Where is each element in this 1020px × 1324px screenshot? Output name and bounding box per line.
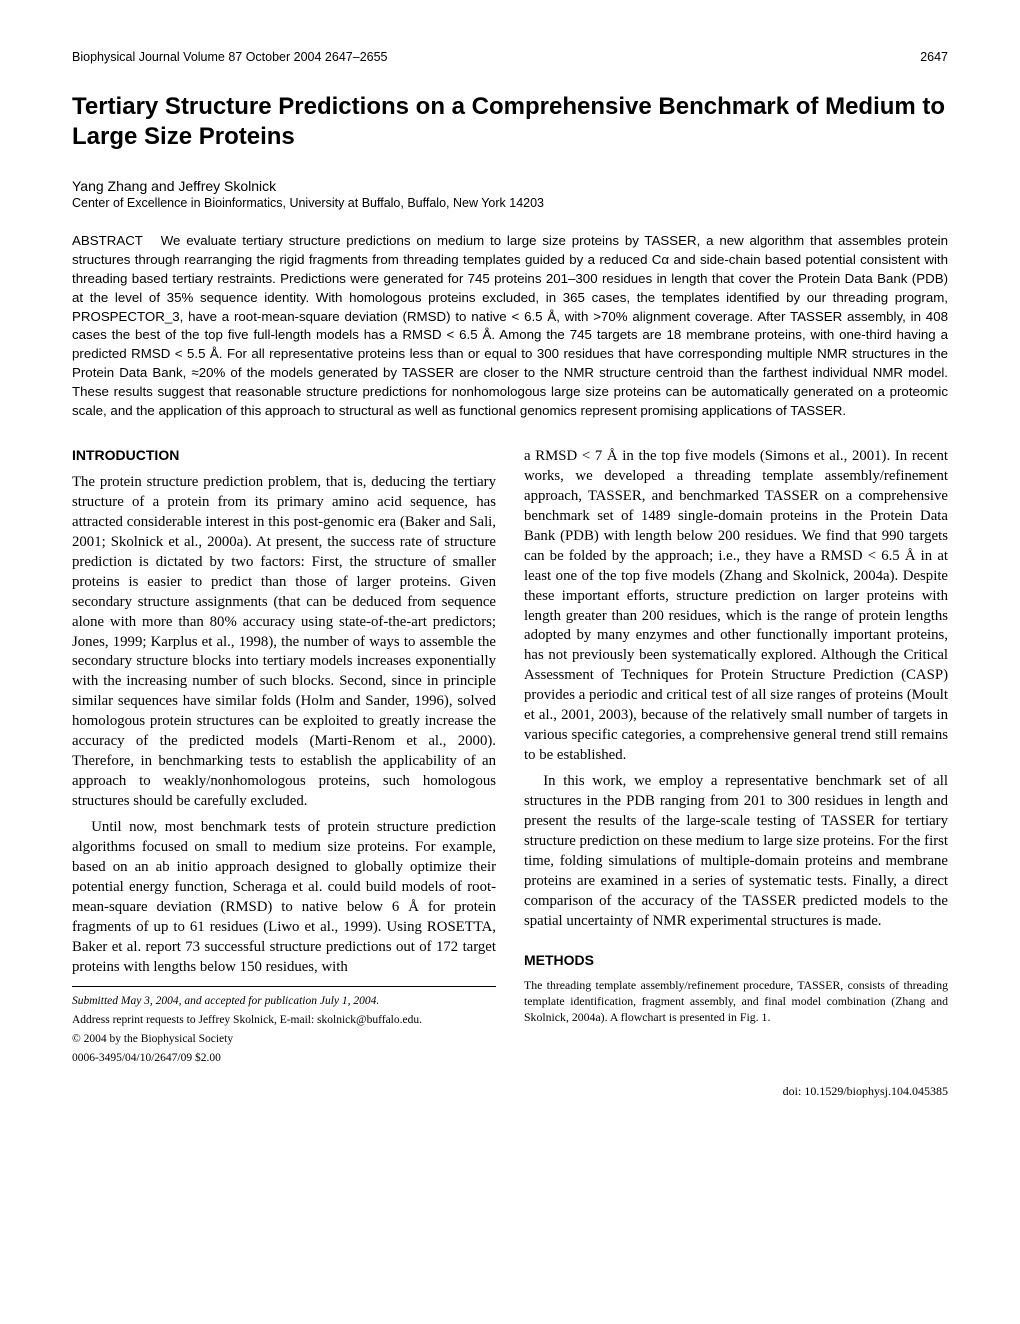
section-heading-methods: METHODS — [524, 952, 948, 968]
intro-paragraph-1: The protein structure prediction problem… — [72, 473, 496, 812]
body-two-column: INTRODUCTION The protein structure predi… — [72, 447, 948, 1067]
section-heading-introduction: INTRODUCTION — [72, 447, 496, 463]
abstract: ABSTRACT We evaluate tertiary structure … — [72, 232, 948, 421]
footnotes: Submitted May 3, 2004, and accepted for … — [72, 986, 496, 1066]
footnote-issn: 0006-3495/04/10/2647/09 $2.00 — [72, 1050, 496, 1066]
authors: Yang Zhang and Jeffrey Skolnick — [72, 178, 948, 194]
intro-paragraph-2: Until now, most benchmark tests of prote… — [72, 818, 496, 978]
running-head-right: 2647 — [920, 50, 948, 64]
abstract-text: We evaluate tertiary structure predictio… — [72, 233, 948, 418]
intro-paragraph-3: a RMSD < 7 Å in the top five models (Sim… — [524, 447, 948, 767]
running-head-left: Biophysical Journal Volume 87 October 20… — [72, 50, 388, 64]
footnote-copyright: © 2004 by the Biophysical Society — [72, 1031, 496, 1047]
running-head: Biophysical Journal Volume 87 October 20… — [72, 50, 948, 64]
abstract-label: ABSTRACT — [72, 233, 143, 248]
methods-paragraph-1: The threading template assembly/refineme… — [524, 978, 948, 1026]
footnote-submitted: Submitted May 3, 2004, and accepted for … — [72, 993, 496, 1009]
affiliation: Center of Excellence in Bioinformatics, … — [72, 196, 948, 210]
article-title: Tertiary Structure Predictions on a Comp… — [72, 92, 948, 152]
intro-paragraph-4: In this work, we employ a representative… — [524, 772, 948, 932]
footer-doi: doi: 10.1529/biophysj.104.045385 — [783, 1084, 948, 1099]
footnote-address: Address reprint requests to Jeffrey Skol… — [72, 1012, 496, 1028]
page-footer: doi: 10.1529/biophysj.104.045385 — [72, 1084, 948, 1099]
